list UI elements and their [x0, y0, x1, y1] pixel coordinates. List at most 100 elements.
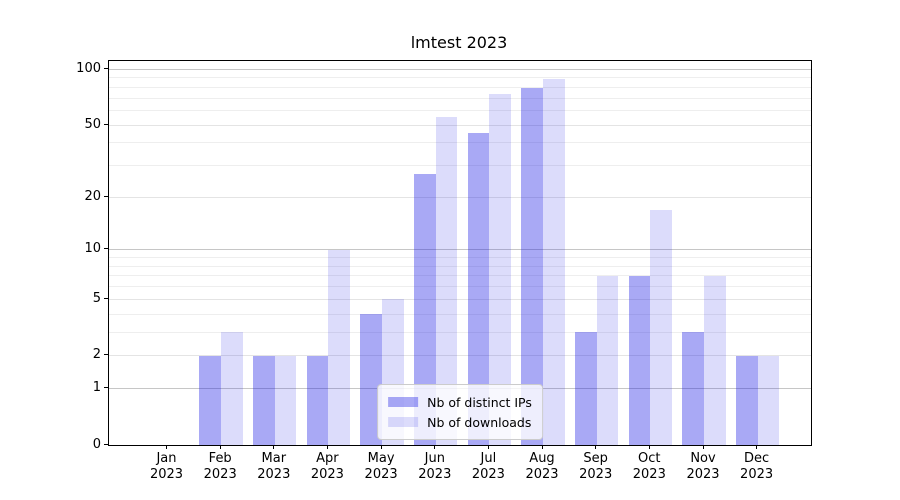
x-tick-label-month: Jul: [480, 451, 497, 466]
legend: Nb of distinct IPs Nb of downloads: [377, 384, 543, 440]
x-tick-label: Nov 2023: [672, 451, 734, 483]
x-tick-label-month: Sep: [583, 451, 608, 466]
x-tick-label: Apr 2023: [296, 451, 358, 483]
gridline-minor: [109, 165, 811, 167]
bar-distinct-ips-jun: [414, 173, 436, 445]
y-tick-label: 1: [92, 380, 101, 396]
bar-distinct-ips-mar: [253, 355, 275, 445]
x-tick-label-year: 2023: [418, 467, 452, 482]
gridline-mid: [109, 298, 811, 300]
gridline-minor: [109, 275, 811, 277]
y-tick: [104, 387, 108, 389]
y-tick-label: 0: [92, 436, 101, 452]
x-tick-label-year: 2023: [632, 467, 666, 482]
x-tick: [434, 445, 436, 449]
x-tick: [595, 445, 597, 449]
x-tick-label-year: 2023: [471, 467, 505, 482]
bar-distinct-ips-nov: [682, 332, 704, 445]
x-tick-label-month: Mar: [261, 451, 287, 466]
y-tick: [104, 123, 108, 125]
gridline-minor: [109, 286, 811, 288]
gridline-mid: [109, 196, 811, 198]
y-tick-label: 50: [84, 116, 101, 132]
y-tick: [104, 67, 108, 69]
gridline-minor: [109, 77, 811, 79]
plot-area: Nb of distinct IPs Nb of downloads: [108, 60, 812, 446]
x-tick-label-month: Jan: [156, 451, 177, 466]
x-tick-label-year: 2023: [203, 467, 237, 482]
bar-distinct-ips-sep: [575, 332, 597, 445]
gridline-minor: [109, 331, 811, 333]
bar-downloads-jul: [489, 93, 512, 445]
bar-distinct-ips-aug: [521, 88, 544, 445]
gridline-minor: [109, 97, 811, 99]
x-tick: [541, 445, 543, 449]
x-tick-label-year: 2023: [579, 467, 613, 482]
chart-title: lmtest 2023: [410, 33, 508, 52]
bar-distinct-ips-jul: [467, 133, 490, 445]
x-tick-label-year: 2023: [740, 467, 774, 482]
bar-downloads-mar: [274, 355, 297, 445]
legend-label-distinct-ips: Nb of distinct IPs: [427, 394, 532, 410]
gridline-minor: [109, 257, 811, 259]
legend-item-distinct-ips: Nb of distinct IPs: [388, 392, 532, 412]
bar-distinct-ips-feb: [199, 355, 222, 445]
gridline-mid: [109, 355, 811, 357]
y-tick-label: 5: [92, 290, 101, 306]
x-tick: [326, 445, 328, 449]
x-tick-label-month: Aug: [529, 451, 555, 466]
x-tick-label-year: 2023: [364, 467, 398, 482]
x-tick: [380, 445, 382, 449]
x-tick-label: Jul 2023: [457, 451, 519, 483]
bar-downloads-aug: [543, 78, 565, 445]
legend-swatch-downloads: [388, 417, 419, 427]
x-tick-label: May 2023: [350, 451, 412, 483]
gridline-minor: [109, 86, 811, 88]
x-tick-label-month: Jun: [424, 451, 445, 466]
legend-label-downloads: Nb of downloads: [427, 414, 532, 430]
x-tick-label-year: 2023: [257, 467, 291, 482]
legend-item-downloads: Nb of downloads: [388, 412, 532, 432]
bar-distinct-ips-may: [360, 314, 383, 445]
y-tick-label: 20: [84, 188, 101, 204]
y-tick: [104, 354, 108, 356]
x-tick-label-year: 2023: [686, 467, 720, 482]
x-tick-label: Mar 2023: [243, 451, 305, 483]
bar-downloads-apr: [328, 249, 351, 445]
x-tick-label-month: Nov: [690, 451, 716, 466]
y-tick: [104, 443, 108, 445]
bar-downloads-oct: [650, 209, 673, 445]
y-tick-label: 100: [76, 60, 101, 76]
gridline-minor: [109, 265, 811, 267]
legend-swatch-distinct-ips: [388, 397, 419, 407]
x-tick-label: Oct 2023: [618, 451, 680, 483]
x-tick-label: Feb 2023: [189, 451, 251, 483]
x-tick-label-year: 2023: [149, 467, 184, 482]
x-tick-label-month: Oct: [638, 451, 661, 466]
x-tick-label-year: 2023: [310, 467, 344, 482]
gridline-mid: [109, 124, 811, 126]
x-tick-label-month: Feb: [208, 451, 232, 466]
x-tick: [648, 445, 650, 449]
x-tick-label-month: Apr: [316, 451, 339, 466]
gridline-major: [109, 68, 811, 70]
gridline-major: [109, 249, 811, 251]
x-tick: [702, 445, 704, 449]
x-tick: [273, 445, 275, 449]
y-tick: [104, 195, 108, 197]
bar-distinct-ips-oct: [628, 275, 651, 445]
x-tick-label: Aug 2023: [511, 451, 573, 483]
y-tick: [104, 297, 108, 299]
x-tick-label: Sep 2023: [565, 451, 627, 483]
bar-distinct-ips-apr: [306, 355, 329, 445]
bar-downloads-sep: [596, 275, 619, 445]
x-tick-label: Jun 2023: [404, 451, 466, 483]
x-tick-label: Jan 2023: [136, 451, 198, 483]
x-tick-label-year: 2023: [525, 467, 559, 482]
x-tick-label: Dec 2023: [726, 451, 788, 483]
gridline-minor: [109, 109, 811, 111]
x-tick-label-month: Dec: [744, 451, 770, 466]
x-tick-label-month: May: [367, 451, 395, 466]
x-tick: [219, 445, 221, 449]
